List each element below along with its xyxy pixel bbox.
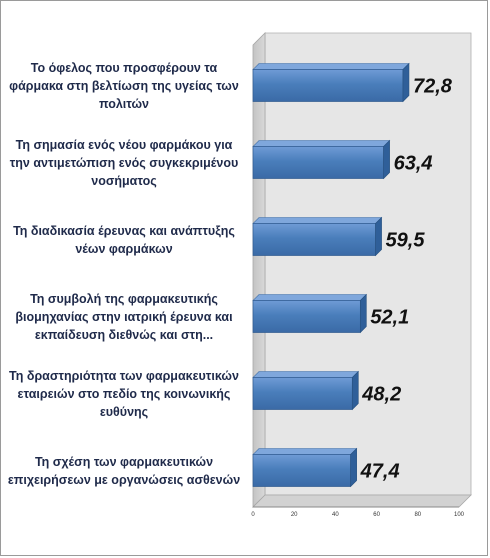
bar-1	[252, 62, 410, 103]
category-label-6: Τη σχέση των φαρμακευτικών επιχειρήσεων …	[6, 435, 242, 507]
value-label-2: 63,4	[394, 153, 433, 175]
back-wall	[264, 32, 472, 496]
bar-4	[252, 293, 368, 334]
floor	[252, 494, 472, 508]
x-tick-60: 60	[373, 512, 380, 518]
category-text-3: Τη διαδικασία έρευνας και ανάπτυξης νέων…	[13, 223, 235, 256]
bar-3	[252, 216, 383, 257]
category-text-2: Τη σημασία ενός νέου φαρμάκου για την αν…	[9, 137, 239, 188]
category-label-3: Τη διαδικασία έρευνας και ανάπτυξης νέων…	[6, 204, 242, 276]
bar-6	[252, 447, 358, 488]
bar-5	[252, 370, 360, 411]
x-tick-20: 20	[291, 512, 298, 518]
category-text-1: Το όφελος που προσφέρουν τα φάρμακα στη …	[9, 60, 239, 111]
value-label-5: 48,2	[361, 384, 401, 406]
category-text-4: Τη συμβολή της φαρμακευτικής βιομηχανίας…	[15, 291, 233, 342]
x-tick-80: 80	[414, 512, 421, 518]
category-label-4: Τη συμβολή της φαρμακευτικής βιομηχανίας…	[6, 281, 242, 353]
bar-2	[252, 139, 391, 180]
category-text-5: Τη δραστηριότητα των φαρμακευτικών εταιρ…	[9, 368, 239, 419]
value-label-6: 47,4	[360, 461, 400, 483]
side-wall	[252, 32, 266, 508]
category-label-5: Τη δραστηριότητα των φαρμακευτικών εταιρ…	[6, 358, 242, 430]
category-text-6: Τη σχέση των φαρμακευτικών επιχειρήσεων …	[7, 454, 241, 487]
x-tick-40: 40	[332, 512, 339, 518]
x-tick-0: 0	[251, 512, 255, 518]
category-label-2: Τη σημασία ενός νέου φαρμάκου για την αν…	[6, 127, 242, 199]
value-label-4: 52,1	[370, 307, 409, 329]
category-label-1: Το όφελος που προσφέρουν τα φάρμακα στη …	[6, 50, 242, 122]
value-label-1: 72,8	[413, 76, 453, 98]
x-tick-100: 100	[454, 512, 465, 518]
value-label-3: 59,5	[386, 230, 426, 252]
